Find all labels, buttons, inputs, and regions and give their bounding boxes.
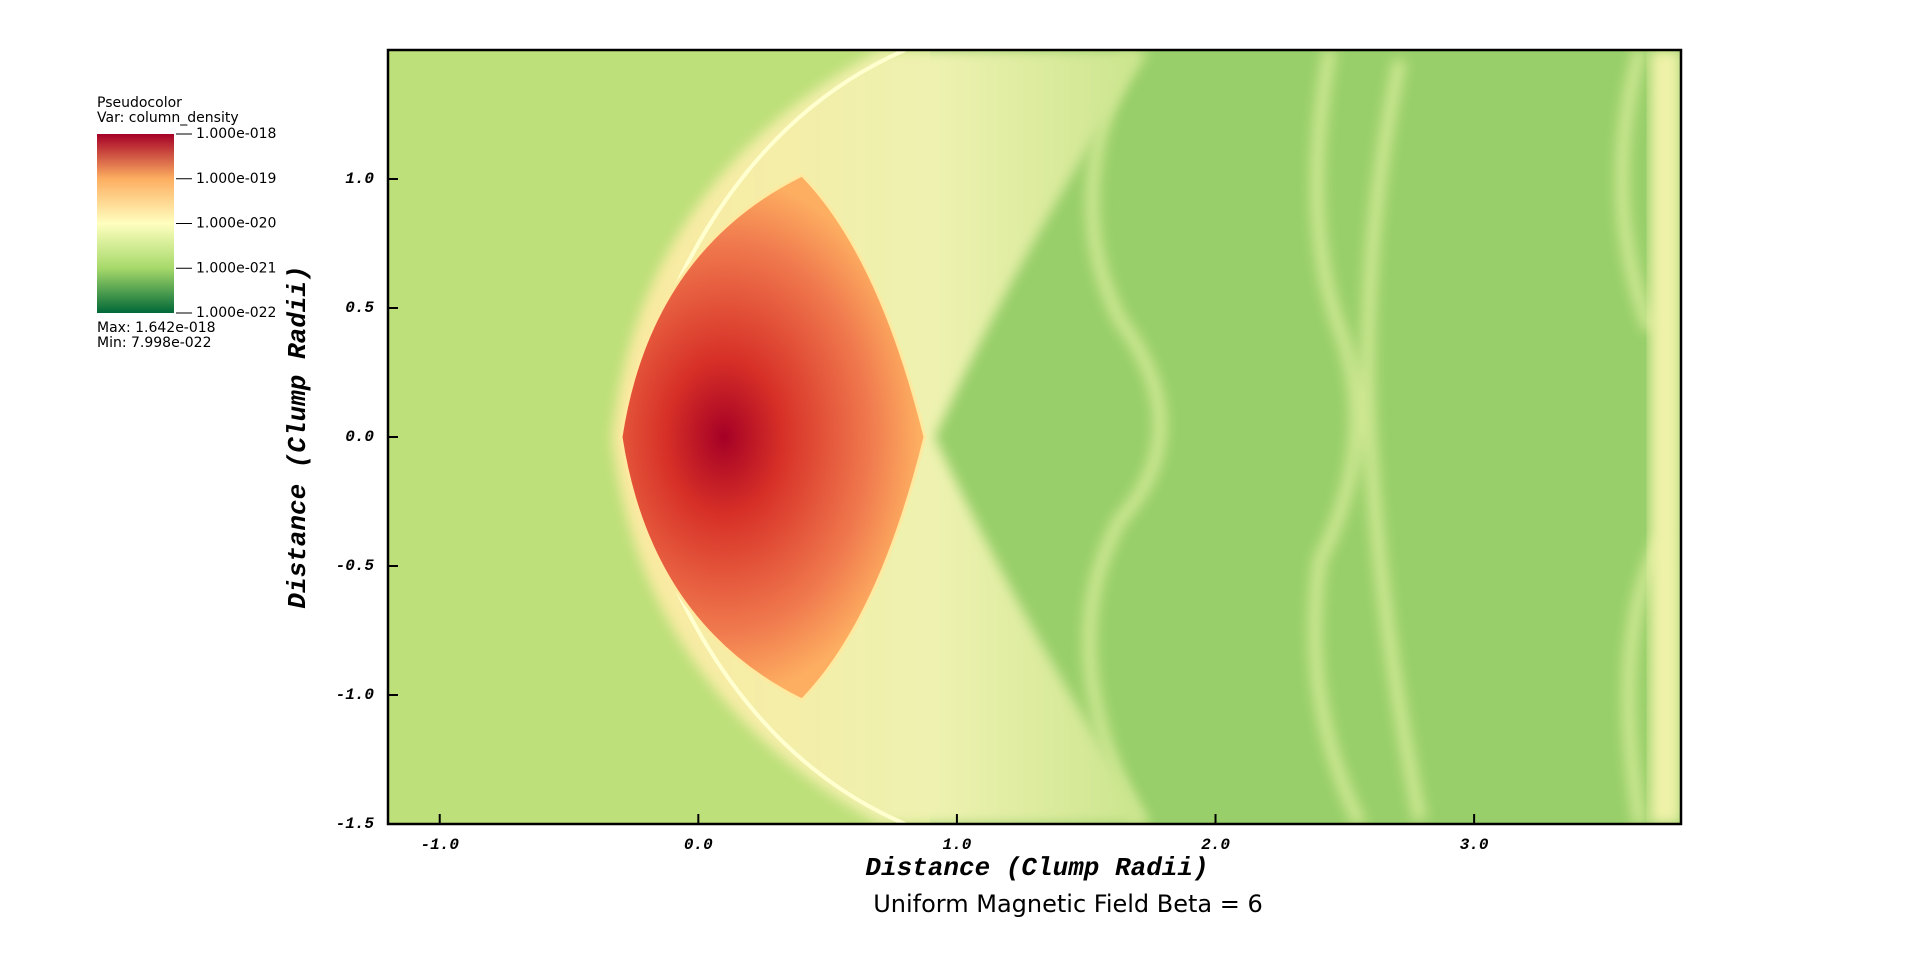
y-tick-label: 1.0 [345, 170, 374, 188]
legend-max: Max: 1.642e-018 [97, 320, 216, 336]
colorbar-tick-label: 1.000e-018 [196, 126, 276, 142]
legend-min: Min: 7.998e-022 [97, 335, 211, 351]
x-tick-label: 3.0 [1460, 836, 1489, 854]
field-image [388, 50, 1681, 824]
x-tick-label: -1.0 [421, 836, 460, 854]
y-tick-label: -0.5 [336, 557, 375, 575]
y-axis-label: Distance (Clump Radii) [283, 265, 313, 608]
colorbar [97, 134, 174, 313]
x-tick-label: 1.0 [943, 836, 972, 854]
colorbar-tick-label: 1.000e-021 [196, 260, 276, 276]
legend-plot: Pseudocolor [97, 95, 182, 111]
colorbar-tick-label: 1.000e-022 [196, 305, 276, 321]
x-tick-label: 0.0 [684, 836, 713, 854]
y-tick-label: -1.0 [336, 686, 375, 704]
colorbar-tick-label: 1.000e-019 [196, 171, 276, 187]
colorbar-tick-label: 1.000e-020 [196, 216, 276, 232]
chart-title: Uniform Magnetic Field Beta = 6 [873, 890, 1263, 918]
y-tick-label: -1.5 [336, 815, 375, 833]
x-axis-label: Distance (Clump Radii) [865, 853, 1208, 883]
x-tick-label: 2.0 [1201, 836, 1230, 854]
legend-variable: Var: column_density [97, 110, 239, 126]
y-tick-label: 0.0 [345, 428, 374, 446]
y-tick-label: 0.5 [345, 299, 374, 317]
